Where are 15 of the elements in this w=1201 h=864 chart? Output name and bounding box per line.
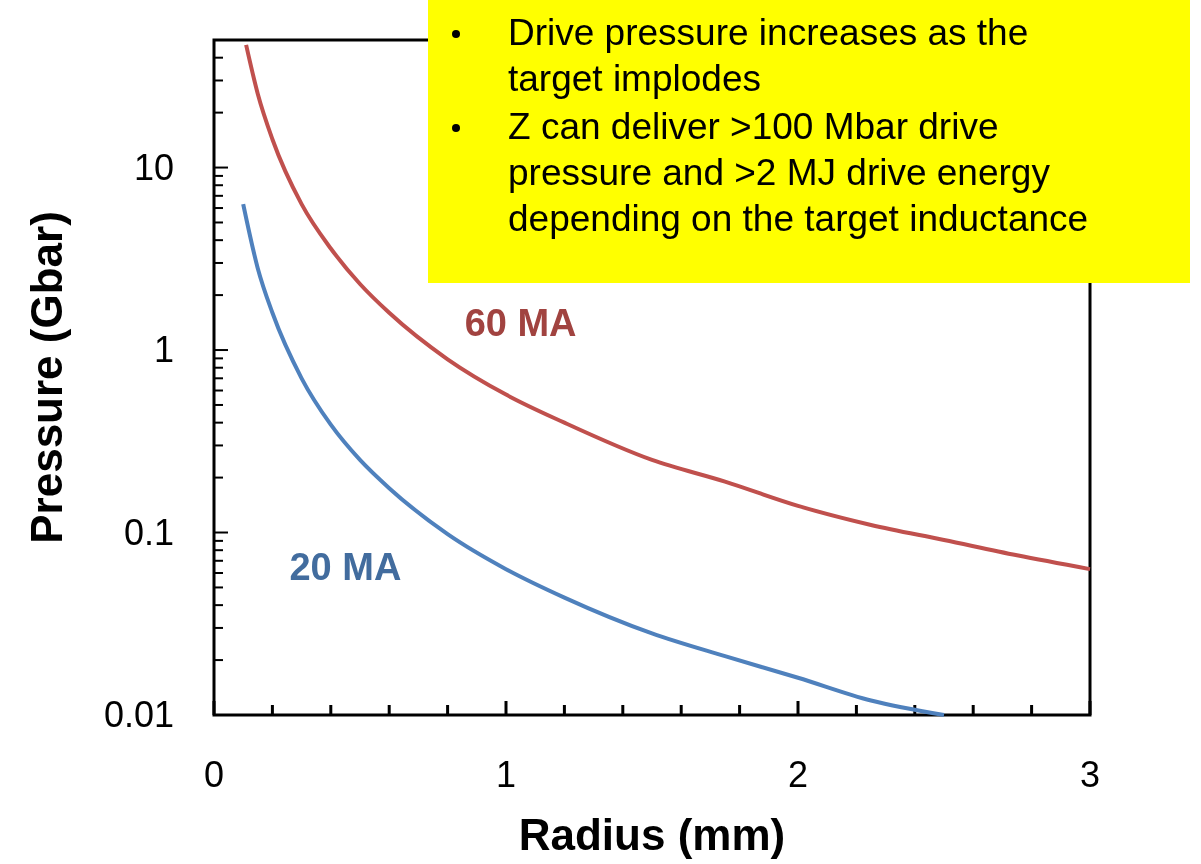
x-tick-label: 3 — [1079, 754, 1101, 795]
y-tick-label: 10 — [133, 146, 174, 188]
y-tick-label: 0.1 — [123, 511, 174, 553]
y-axis-title: Pressure (Gbar) — [22, 211, 71, 544]
x-tick-label: 2 — [787, 754, 809, 795]
y-tick-label: 1 — [153, 329, 174, 371]
y-tick-label: 0.01 — [103, 694, 174, 735]
series-label: 60 MA — [464, 301, 577, 344]
annotation: Z can deliver >100 Mbar drive pressure and >2 MJ drive energy depending on the target inductance — [508, 106, 1089, 239]
series-label: 20 MA — [289, 545, 402, 588]
note-box: Drive pressure increases as the target implodes Z can deliver >100 Mbar drive pressure and >2 MJ drive energy depending on the target inductance — [428, 0, 1190, 283]
annotation: Drive pressure increases as the target implodes — [508, 12, 1029, 99]
x-tick-label: 0 — [203, 754, 225, 795]
x-tick-label: 1 — [495, 754, 517, 795]
x-axis-title: Radius (mm) — [518, 810, 786, 859]
